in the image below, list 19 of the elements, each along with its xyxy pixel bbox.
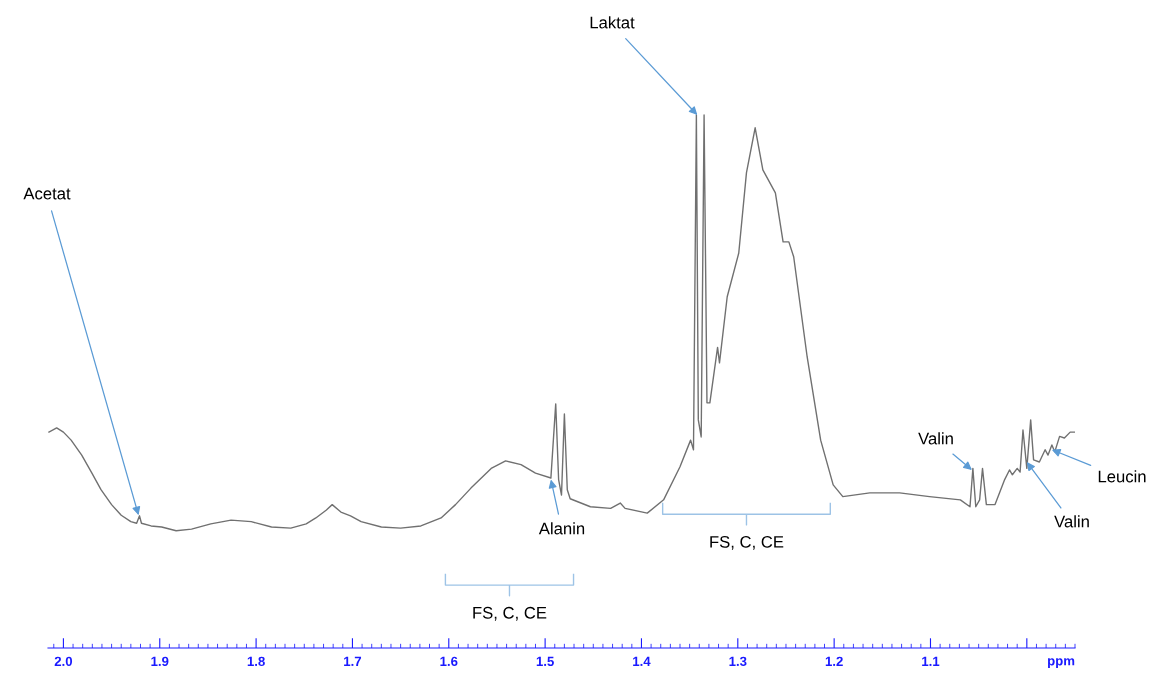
annotation: Acetat bbox=[23, 187, 71, 200]
x-tick-label: 2.0 bbox=[54, 656, 73, 667]
x-axis-title: ppm bbox=[1048, 658, 1075, 669]
x-tick-label: 1.1 bbox=[922, 656, 940, 666]
x-tick-label: 1.5 bbox=[536, 656, 554, 667]
annotation: Valin bbox=[1054, 515, 1089, 528]
x-tick-label: 1.4 bbox=[633, 656, 651, 666]
annotation: Leucin bbox=[1098, 470, 1146, 483]
annotation: Alanin bbox=[538, 522, 585, 535]
annotation: FS, C, CE bbox=[710, 535, 784, 550]
x-tick-label: 1.9 bbox=[151, 656, 169, 667]
annotation: FS, C, CE bbox=[473, 606, 547, 621]
x-tick-label: 1.3 bbox=[729, 656, 747, 667]
x-tick-label: 1.6 bbox=[440, 656, 458, 667]
x-tick-label: 1.2 bbox=[825, 656, 843, 666]
annotation: Laktat bbox=[590, 16, 635, 29]
x-tick-label: 1.7 bbox=[344, 656, 362, 666]
x-tick-label: 1.8 bbox=[247, 656, 265, 667]
annotation: Valin bbox=[918, 432, 953, 445]
